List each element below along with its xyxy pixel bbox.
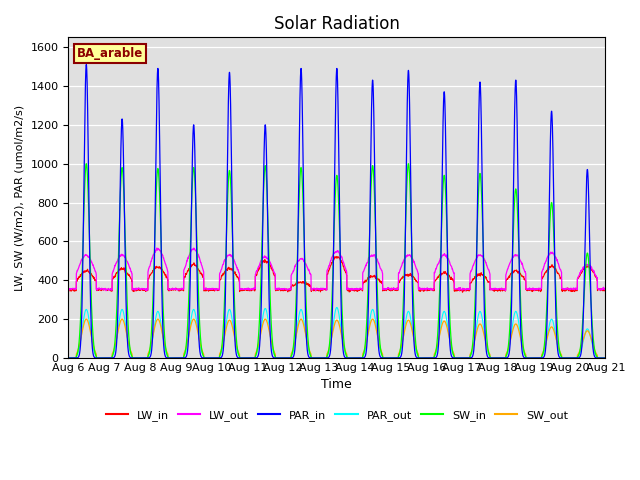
- LW_in: [457, 287, 465, 292]
- Line: SW_out: SW_out: [68, 319, 605, 358]
- SW_in: [247, 355, 255, 361]
- LW_out: [457, 287, 465, 292]
- PAR_out: [333, 305, 340, 311]
- PAR_out: [319, 355, 326, 361]
- Text: BA_arable: BA_arable: [76, 47, 143, 60]
- SW_in: [579, 318, 587, 324]
- Line: LW_in: LW_in: [68, 256, 605, 292]
- LW_in: [333, 253, 340, 259]
- SW_out: [472, 332, 480, 337]
- Y-axis label: LW, SW (W/m2), PAR (umol/m2/s): LW, SW (W/m2), PAR (umol/m2/s): [15, 105, 25, 291]
- LW_out: [572, 286, 580, 292]
- SW_out: [457, 355, 465, 361]
- LW_in: [579, 267, 587, 273]
- SW_in: [319, 355, 326, 361]
- LW_out: [472, 257, 480, 263]
- PAR_out: [572, 355, 580, 361]
- PAR_out: [65, 355, 72, 361]
- SW_in: [83, 161, 90, 167]
- SW_out: [65, 355, 72, 361]
- PAR_out: [579, 340, 587, 346]
- LW_in: [247, 288, 255, 293]
- PAR_in: [572, 355, 580, 361]
- Line: LW_out: LW_out: [68, 248, 605, 291]
- LW_out: [319, 286, 326, 292]
- SW_in: [472, 269, 480, 275]
- SW_in: [65, 355, 72, 361]
- LW_out: [602, 287, 609, 293]
- SW_in: [572, 355, 580, 361]
- PAR_in: [65, 355, 72, 361]
- PAR_out: [472, 327, 480, 333]
- PAR_out: [602, 355, 609, 361]
- PAR_in: [457, 355, 465, 361]
- PAR_in: [319, 355, 326, 361]
- SW_out: [572, 355, 580, 361]
- PAR_out: [247, 355, 255, 361]
- PAR_in: [472, 291, 480, 297]
- SW_out: [579, 338, 587, 344]
- Line: PAR_out: PAR_out: [68, 308, 605, 358]
- LW_out: [579, 265, 587, 271]
- LW_out: [142, 288, 150, 294]
- X-axis label: Time: Time: [321, 378, 352, 391]
- Legend: LW_in, LW_out, PAR_in, PAR_out, SW_in, SW_out: LW_in, LW_out, PAR_in, PAR_out, SW_in, S…: [102, 405, 572, 425]
- PAR_out: [457, 355, 465, 361]
- LW_in: [472, 275, 480, 281]
- LW_in: [319, 288, 326, 293]
- Line: PAR_in: PAR_in: [68, 64, 605, 358]
- SW_out: [319, 355, 326, 361]
- PAR_in: [602, 355, 609, 361]
- SW_out: [247, 355, 255, 361]
- SW_out: [602, 355, 609, 361]
- LW_in: [572, 287, 580, 293]
- LW_in: [602, 288, 609, 294]
- PAR_in: [247, 355, 255, 361]
- PAR_in: [83, 61, 90, 67]
- Line: SW_in: SW_in: [68, 164, 605, 358]
- LW_in: [65, 289, 72, 295]
- LW_out: [247, 286, 255, 292]
- PAR_in: [579, 329, 587, 335]
- Title: Solar Radiation: Solar Radiation: [274, 15, 400, 33]
- LW_out: [153, 245, 161, 251]
- LW_in: [459, 289, 467, 295]
- SW_in: [457, 355, 465, 361]
- SW_in: [602, 355, 609, 361]
- LW_out: [65, 286, 72, 292]
- SW_out: [83, 316, 90, 322]
